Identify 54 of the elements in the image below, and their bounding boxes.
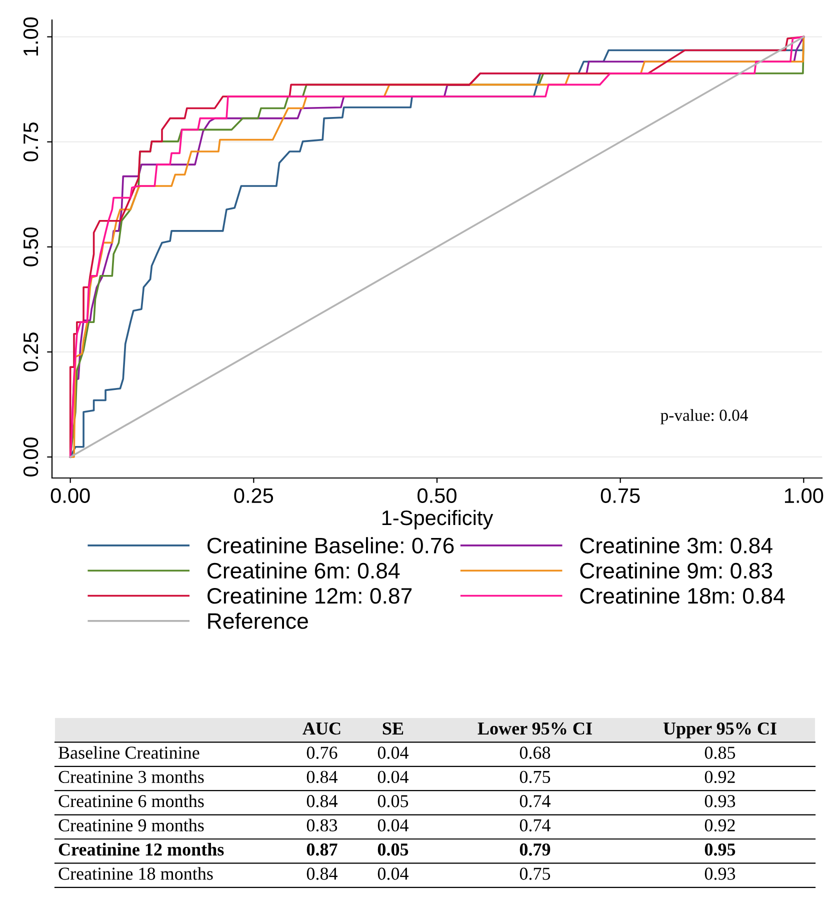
x-tick-label: 0.75 — [600, 488, 640, 504]
x-tick-label: 0.50 — [418, 488, 456, 504]
y-tick-label: 0.75 — [23, 122, 38, 162]
x-tick-label: 0.25 — [234, 488, 274, 504]
text: 0.92 — [704, 770, 735, 784]
text: 0.04 — [378, 868, 409, 880]
text: 0.04 — [378, 770, 409, 784]
legend-label: Creatinine 9m: 0.83 — [580, 562, 772, 579]
legend-label: Creatinine 6m: 0.84 — [208, 562, 400, 579]
text: Baseline Creatinine — [58, 746, 200, 759]
text: Creatinine 12 months — [58, 842, 224, 856]
text: AUC — [302, 722, 340, 735]
legend-label: Creatinine 3m: 0.84 — [580, 537, 772, 554]
x-tick-label: 0.00 — [50, 488, 90, 504]
text: 0.79 — [520, 843, 550, 856]
text: 0.68 — [520, 746, 550, 759]
annotation: p-value: 0.04 — [660, 409, 748, 424]
text: 0.95 — [704, 843, 736, 856]
line-series — [69, 36, 805, 458]
legend-label: Creatinine Baseline: 0.76 — [208, 537, 454, 554]
text: 0.92 — [704, 819, 735, 832]
text: 0.84 — [306, 770, 338, 784]
legend-label: Creatinine 12m: 0.87 — [208, 587, 412, 604]
text: Creatinine 9 months — [58, 818, 204, 832]
text: 0.84 — [306, 795, 338, 808]
y-tick-label: 0.50 — [23, 227, 38, 266]
text: Creatinine 3 months — [58, 770, 204, 784]
text: SE — [382, 722, 404, 735]
text: Creatinine 6 months — [58, 794, 204, 808]
text: Upper 95% CI — [663, 722, 776, 738]
legend-label: Creatinine 18m: 0.84 — [580, 587, 785, 604]
y-tick-label: 0.00 — [23, 438, 38, 476]
y-tick-label: 0.25 — [23, 332, 38, 372]
x-tick-label: 1.00 — [784, 488, 824, 504]
text: 0.05 — [378, 843, 408, 856]
text: 0.83 — [306, 819, 338, 832]
legend-label: Reference — [208, 612, 308, 629]
text: Creatinine 18 months — [58, 867, 213, 880]
text: 0.75 — [520, 868, 550, 880]
text: 0.93 — [704, 868, 736, 880]
text: 0.87 — [306, 843, 338, 856]
text: 0.75 — [520, 770, 550, 784]
text: Lower 95% CI — [478, 722, 592, 735]
text: 0.85 — [704, 746, 736, 759]
x-axis-title: 1-Specificity — [382, 510, 494, 530]
text: 0.84 — [306, 868, 338, 880]
text: 0.74 — [520, 819, 551, 832]
text: 0.04 — [378, 746, 409, 759]
text: 0.93 — [704, 795, 736, 808]
text: 0.76 — [306, 746, 338, 759]
text: 0.04 — [378, 819, 409, 832]
text: 0.74 — [520, 795, 551, 808]
text: 0.05 — [378, 795, 408, 808]
y-tick-label: 1.00 — [23, 17, 38, 56]
